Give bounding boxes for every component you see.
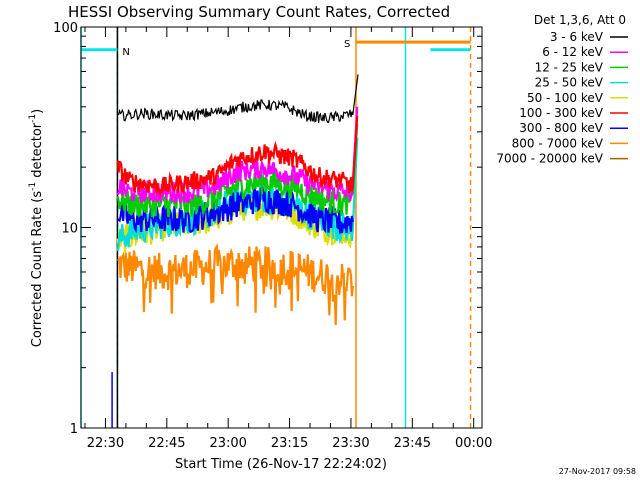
legend-label: 100 - 300 keV: [519, 106, 603, 120]
series-0: [117, 74, 359, 124]
legend-label: 7000 - 20000 keV: [496, 152, 603, 166]
legend-label: 6 - 12 keV: [542, 45, 604, 59]
x-axis-title: Start Time (26-Nov-17 22:24:02): [175, 457, 387, 472]
legend-label: 300 - 800 keV: [519, 121, 603, 135]
legend-label: 800 - 7000 keV: [512, 136, 604, 150]
x-tick-label: 23:30: [332, 436, 369, 451]
series-line: [116, 243, 354, 326]
x-tick-label: 22:30: [87, 436, 124, 451]
y-tick-label: 1: [70, 422, 78, 437]
attenuator-label: N: [122, 47, 129, 58]
series-5: [116, 115, 359, 198]
x-axis: 22:30 22:45 23:00 23:15 23:30 23:45 00:00: [84, 27, 492, 451]
x-tick-label: 23:45: [394, 436, 431, 451]
x-tick-label: 22:45: [148, 436, 185, 451]
series-line: [117, 74, 359, 124]
attenuator-label: S: [344, 39, 350, 50]
legend-label: 3 - 6 keV: [550, 30, 604, 44]
legend-label: 50 - 100 keV: [527, 91, 604, 105]
legend-label: 25 - 50 keV: [535, 76, 604, 90]
x-tick-label: 00:00: [455, 436, 492, 451]
series-7: [116, 243, 354, 326]
y-tick-label: 100: [53, 21, 78, 36]
y-tick-label: 10: [61, 222, 78, 237]
timestamp: 27-Nov-2017 09:58: [559, 467, 636, 476]
chart-title: HESSI Observing Summary Count Rates, Cor…: [68, 3, 450, 21]
legend-header: Det 1,3,6, Att 0: [534, 13, 626, 27]
x-tick-label: 23:00: [209, 436, 246, 451]
series-line: [116, 115, 359, 198]
x-tick-label: 23:15: [271, 436, 308, 451]
y-axis-title: Corrected Count Rate (s-1 detector-1): [28, 109, 45, 347]
plot-area: NS: [80, 27, 472, 428]
legend-label: 12 - 25 keV: [535, 60, 604, 74]
